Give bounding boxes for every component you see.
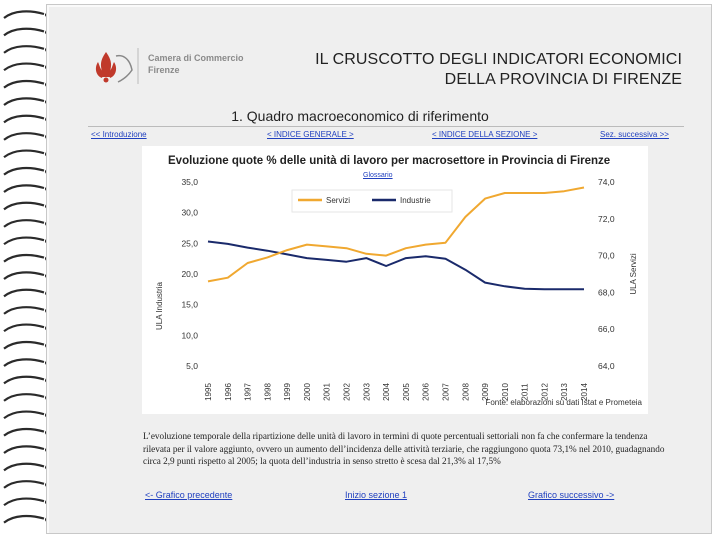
- y-left-tick-label: 5,0: [186, 361, 198, 371]
- legend-industrie-label: Industrie: [400, 196, 431, 205]
- chart-source: Fonte: elaborazioni su dati Istat e Prom…: [485, 398, 642, 407]
- x-tick-label: 2010: [501, 383, 510, 401]
- series-line-industrie: [207, 240, 584, 291]
- y-right-tick-label: 72,0: [598, 214, 615, 224]
- x-tick-label: 2012: [540, 383, 549, 401]
- chart: Evoluzione quote % delle unità di lavoro…: [155, 155, 643, 407]
- x-tick-label: 2000: [303, 383, 312, 401]
- nav-next-section-link[interactable]: Sez. successiva >>: [600, 130, 669, 139]
- y-left-tick-label: 10,0: [181, 330, 198, 340]
- x-tick-label: 2013: [560, 383, 569, 401]
- logo-line2: Firenze: [148, 65, 180, 75]
- chart-legend: Servizi Industrie: [291, 189, 453, 213]
- x-tick-label: 2011: [521, 383, 530, 401]
- chart-title: Evoluzione quote % delle unità di lavoro…: [168, 155, 610, 167]
- y-right-tick-label: 68,0: [598, 287, 615, 297]
- divider: [88, 126, 684, 127]
- section-start-link[interactable]: Inizio sezione 1: [345, 490, 408, 500]
- y-axis-left-label: ULA Industria: [155, 281, 164, 330]
- page-title: IL CRUSCOTTO DEGLI INDICATORI ECONOMICI …: [315, 50, 682, 90]
- y-axis-right-label: ULA Servizi: [629, 253, 638, 295]
- y-left-tick-label: 25,0: [181, 238, 198, 248]
- x-tick-label: 2006: [422, 383, 431, 401]
- x-tick-label: 1995: [204, 383, 213, 401]
- x-tick-label: 2001: [323, 383, 332, 401]
- next-chart-link[interactable]: Grafico successivo ->: [528, 490, 615, 500]
- y-right-tick-label: 66,0: [598, 324, 615, 334]
- x-tick-label: 1997: [244, 383, 253, 401]
- x-tick-label: 2005: [402, 383, 411, 401]
- x-tick-label: 1999: [283, 383, 292, 401]
- x-tick-label: 2007: [441, 383, 450, 401]
- x-tick-label: 2004: [382, 383, 391, 401]
- x-tick-label: 2008: [461, 383, 470, 401]
- title-line1: IL CRUSCOTTO DEGLI INDICATORI ECONOMICI: [315, 51, 682, 68]
- logo-line1: Camera di Commercio: [148, 53, 244, 63]
- section-title: 1. Quadro macroeconomico di riferimento: [231, 108, 489, 124]
- x-tick-label: 2003: [362, 383, 371, 401]
- y-right-tick-label: 74,0: [598, 177, 615, 187]
- x-tick-label: 1996: [224, 383, 233, 401]
- lily-emblem-icon: [95, 52, 133, 83]
- title-line2: DELLA PROVINCIA DI FIRENZE: [444, 71, 682, 88]
- nav-section-index-link[interactable]: < INDICE DELLA SEZIONE >: [432, 130, 538, 139]
- y-left-tick-label: 15,0: [181, 300, 198, 310]
- y-right-tick-label: 70,0: [598, 251, 615, 261]
- x-tick-label: 2002: [343, 383, 352, 401]
- y-left-tick-label: 30,0: [181, 208, 198, 218]
- legend-servizi-label: Servizi: [326, 196, 350, 205]
- y-right-tick-label: 64,0: [598, 361, 615, 371]
- nav-general-index-link[interactable]: < INDICE GENERALE >: [267, 130, 354, 139]
- series-line-servizi: [207, 186, 585, 283]
- prev-chart-link[interactable]: <- Grafico precedente: [145, 490, 233, 500]
- chart-panel: Evoluzione quote % delle unità di lavoro…: [142, 146, 648, 414]
- y-left-tick-label: 35,0: [181, 177, 198, 187]
- y-left-tick-label: 20,0: [181, 269, 198, 279]
- glossary-link[interactable]: Glossario: [363, 172, 393, 179]
- x-tick-label: 2014: [580, 383, 589, 401]
- chamber-logo: [95, 48, 139, 84]
- description-paragraph: L’evoluzione temporale della ripartizion…: [143, 431, 665, 466]
- x-tick-label: 1998: [263, 383, 272, 401]
- x-tick-label: 2009: [481, 383, 490, 401]
- logo-text: Camera di Commercio Firenze: [148, 52, 244, 76]
- nav-intro-link[interactable]: << Introduzione: [91, 130, 147, 139]
